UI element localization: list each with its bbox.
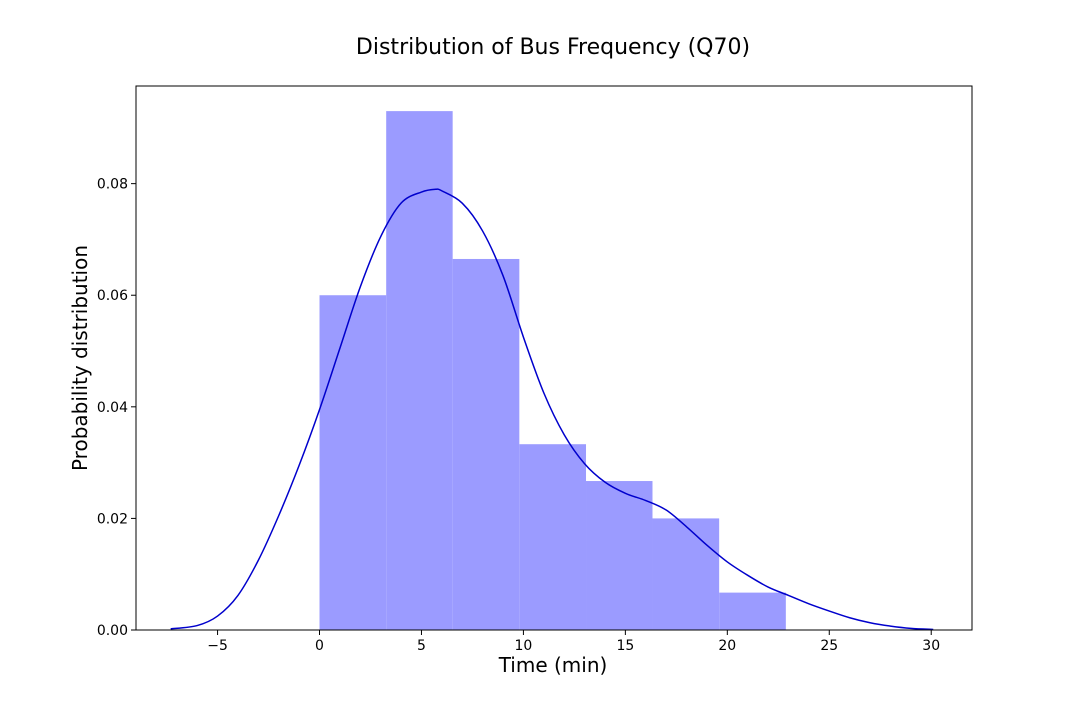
x-tick-label: 5 [417, 638, 426, 654]
x-tick-label: 20 [718, 638, 736, 654]
x-tick-label: 0 [315, 638, 324, 654]
histogram-bar [719, 592, 786, 630]
y-axis-ticks: 0.00 0.02 0.04 0.06 0.08 [97, 177, 136, 639]
x-tick-label: −5 [207, 638, 228, 654]
y-tick-label: 0.04 [97, 400, 128, 416]
histogram-bar [652, 518, 720, 630]
x-axis-title: Time (min) [498, 653, 608, 677]
x-tick-label: 10 [515, 638, 533, 654]
y-tick-label: 0.02 [97, 511, 128, 527]
histogram-bar [586, 481, 653, 630]
histogram-bar [452, 258, 520, 630]
chart-title: Distribution of Bus Frequency (Q70) [356, 35, 750, 60]
y-tick-label: 0.08 [97, 177, 128, 193]
x-tick-label: 25 [820, 638, 838, 654]
histogram-bar [386, 111, 453, 631]
y-tick-label: 0.06 [97, 288, 128, 304]
plot-frame [135, 85, 973, 631]
x-axis-ticks: −5 0 5 10 15 20 25 30 [207, 630, 940, 654]
y-axis-title: Probability distribution [68, 245, 92, 471]
histogram-bar [319, 295, 387, 630]
x-tick-label: 30 [922, 638, 940, 654]
histogram-bars [319, 111, 786, 631]
x-tick-label: 15 [616, 638, 634, 654]
histogram-bar [519, 444, 587, 630]
kde-curve [170, 188, 934, 631]
y-tick-label: 0.00 [97, 623, 128, 639]
